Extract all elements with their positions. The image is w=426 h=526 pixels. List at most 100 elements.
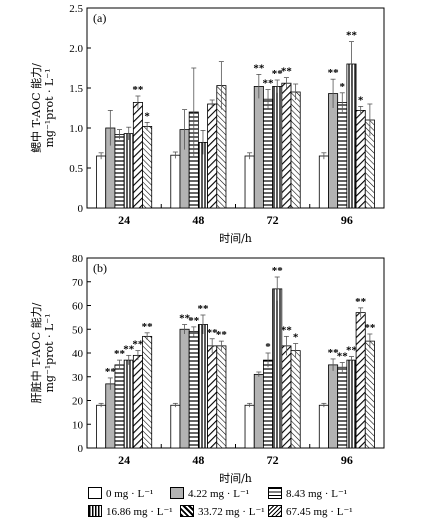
significance-mark: ** — [216, 329, 228, 341]
bar — [290, 350, 301, 449]
bar — [132, 354, 143, 449]
bar — [170, 404, 181, 449]
bar — [272, 288, 283, 449]
bar — [188, 331, 199, 449]
significance-mark: ** — [132, 339, 144, 351]
x-category-label: 96 — [341, 453, 353, 467]
bar — [132, 102, 143, 209]
significance-mark: ** — [364, 322, 376, 334]
significance-mark: ** — [281, 66, 293, 78]
x-category-label: 72 — [267, 453, 279, 467]
x-category-label: 48 — [192, 453, 204, 467]
significance-mark: ** — [123, 343, 135, 355]
significance-mark: ** — [272, 68, 284, 80]
panel-label: (b) — [93, 261, 107, 275]
bar — [123, 359, 134, 449]
legend-item: 8.43 mg · L⁻¹ — [268, 486, 347, 500]
legend-label: 4.22 mg · L⁻¹ — [188, 487, 250, 500]
legend: 0 mg · L⁻¹ 4.22 mg · L⁻¹ 8.43 mg · L⁻¹ 16.8… — [0, 484, 426, 524]
legend-swatch — [268, 487, 282, 499]
x-category-label: 24 — [118, 213, 130, 227]
y-tick-label: 30 — [72, 372, 84, 384]
legend-swatch — [88, 505, 102, 517]
significance-mark: * — [358, 94, 364, 106]
y-axis-label: mg⁻¹prot · L⁻¹ — [43, 68, 56, 147]
bar — [216, 345, 227, 449]
x-category-label: 96 — [341, 213, 353, 227]
y-axis-label: 肝脏中 T-AOC 能力/ — [29, 302, 43, 403]
significance-mark: ** — [197, 303, 209, 315]
significance-mark: ** — [281, 324, 293, 336]
y-tick-label: 60 — [72, 301, 84, 313]
significance-mark: ** — [355, 296, 367, 308]
legend-item: 4.22 mg · L⁻¹ — [170, 486, 249, 500]
significance-mark: * — [293, 332, 299, 344]
legend-label: 16.86 mg · L⁻¹ — [106, 505, 173, 518]
significance-mark: ** — [207, 327, 219, 339]
legend-item: 33.72 mg · L⁻¹ — [180, 504, 265, 518]
bar — [114, 364, 125, 449]
panel-label: (a) — [93, 11, 106, 25]
bar — [170, 154, 181, 209]
significance-mark: ** — [346, 345, 358, 357]
y-tick-label: 20 — [72, 396, 84, 408]
legend-swatch — [88, 487, 102, 499]
bar — [114, 133, 125, 209]
x-axis-label: 时间/h — [219, 472, 252, 484]
legend-label: 0 mg · L⁻¹ — [106, 487, 154, 500]
significance-mark: * — [265, 341, 271, 353]
bar — [207, 345, 218, 449]
significance-mark: ** — [263, 78, 275, 90]
bar — [290, 91, 301, 209]
significance-mark: ** — [272, 265, 284, 277]
figure: 00.51.01.52.02.524 48 72 96** **** **********… — [29, 3, 385, 484]
bar — [328, 364, 339, 449]
bar — [272, 86, 283, 209]
significance-mark: ** — [142, 321, 154, 333]
bar — [337, 102, 348, 209]
y-tick-label: 0 — [78, 443, 84, 455]
y-tick-label: 2.5 — [69, 3, 83, 15]
x-axis-label: 时间/h — [219, 232, 252, 245]
bar — [263, 98, 274, 209]
legend-item: 67.45 mg · L⁻¹ — [268, 504, 353, 518]
bar — [253, 86, 264, 209]
bar — [346, 359, 357, 449]
bar — [355, 110, 366, 209]
legend-label: 8.43 mg · L⁻¹ — [286, 487, 348, 500]
significance-mark: ** — [253, 62, 265, 74]
y-axis-label: mg⁻¹prot · L⁻¹ — [43, 313, 56, 392]
legend-item: 0 mg · L⁻¹ — [88, 486, 153, 500]
bar — [281, 345, 292, 449]
significance-mark: ** — [188, 315, 200, 327]
bar — [318, 155, 329, 209]
bar — [105, 383, 116, 449]
y-tick-label: 1.0 — [69, 123, 83, 135]
bar — [207, 103, 218, 209]
chart-panel-a: 00.51.01.52.02.524 48 72 96** **** **********… — [29, 3, 385, 245]
legend-swatch — [268, 505, 282, 517]
bar — [244, 404, 255, 449]
bar — [142, 126, 153, 209]
x-category-label: 24 — [118, 453, 130, 467]
y-tick-label: 40 — [72, 348, 84, 360]
bar — [142, 335, 153, 449]
legend-label: 33.72 mg · L⁻¹ — [198, 505, 265, 518]
y-tick-label: 2.0 — [69, 43, 83, 55]
x-category-label: 72 — [267, 213, 279, 227]
bar — [96, 404, 107, 449]
bar — [364, 340, 375, 449]
significance-mark: ** — [346, 30, 358, 42]
significance-mark: ** — [105, 366, 117, 378]
y-tick-label: 80 — [72, 253, 84, 265]
significance-mark: ** — [328, 67, 340, 79]
bar — [337, 366, 348, 449]
significance-mark: ** — [179, 313, 191, 325]
y-tick-label: 70 — [72, 277, 84, 289]
y-tick-label: 50 — [72, 324, 84, 336]
significance-mark: * — [144, 110, 150, 122]
legend-swatch — [180, 505, 194, 517]
bar — [96, 155, 107, 209]
significance-mark: ** — [328, 347, 340, 359]
bar — [197, 324, 208, 449]
